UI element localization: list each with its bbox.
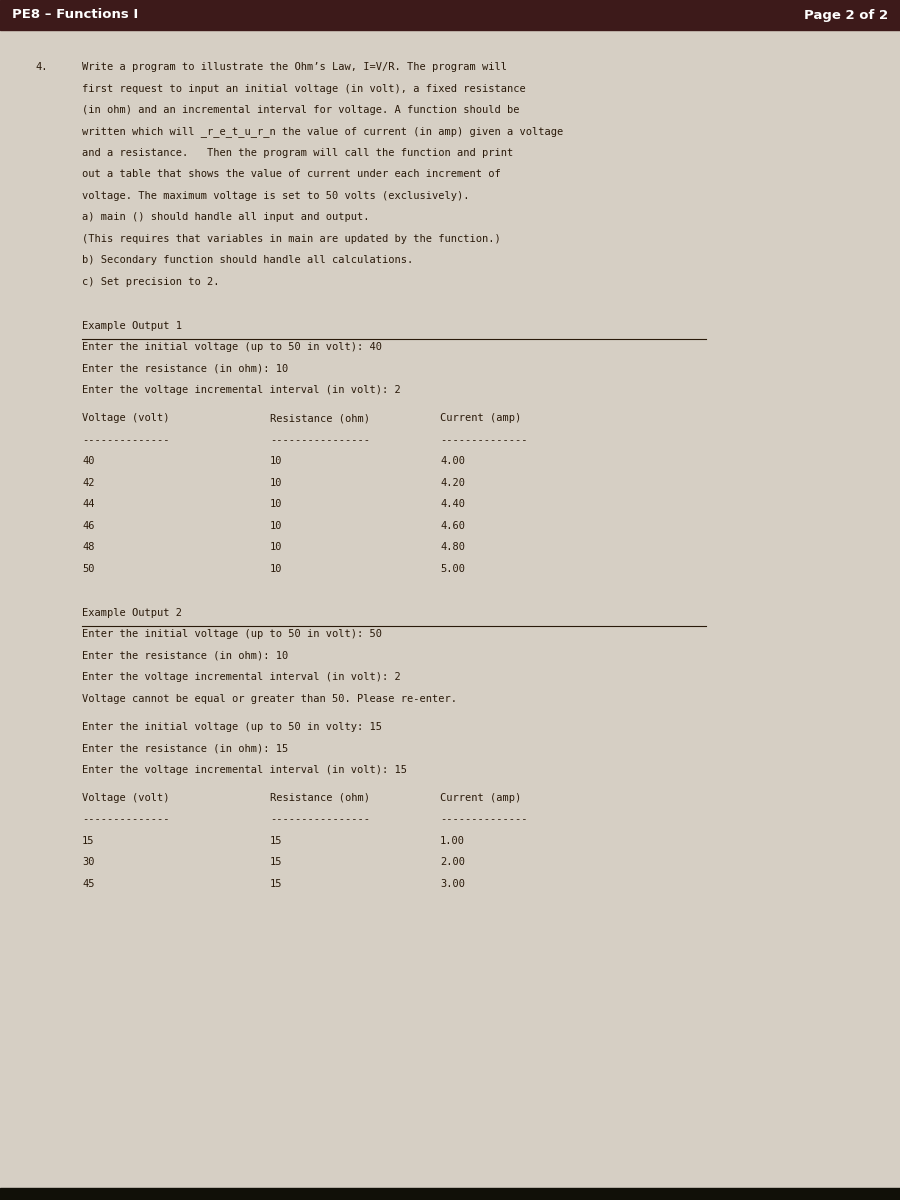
Text: 4.00: 4.00 bbox=[440, 456, 465, 467]
Text: 15: 15 bbox=[270, 878, 283, 889]
Text: --------------: -------------- bbox=[82, 434, 169, 445]
Text: 2.00: 2.00 bbox=[440, 858, 465, 868]
Text: 10: 10 bbox=[270, 478, 283, 488]
Text: Current (amp): Current (amp) bbox=[440, 414, 521, 424]
Text: ----------------: ---------------- bbox=[270, 815, 370, 824]
Text: Enter the initial voltage (up to 50 in volt): 40: Enter the initial voltage (up to 50 in v… bbox=[82, 342, 382, 353]
Text: Voltage (volt): Voltage (volt) bbox=[82, 793, 169, 803]
Text: Enter the resistance (in ohm): 15: Enter the resistance (in ohm): 15 bbox=[82, 744, 288, 754]
Text: Enter the initial voltage (up to 50 in volt): 50: Enter the initial voltage (up to 50 in v… bbox=[82, 630, 382, 640]
Text: Example Output 2: Example Output 2 bbox=[82, 608, 182, 618]
Text: 48: 48 bbox=[82, 542, 94, 552]
Bar bbox=[0, 0, 900, 30]
Text: 10: 10 bbox=[270, 521, 283, 530]
Text: Enter the resistance (in ohm): 10: Enter the resistance (in ohm): 10 bbox=[82, 650, 288, 661]
Text: 40: 40 bbox=[82, 456, 94, 467]
Text: 3.00: 3.00 bbox=[440, 878, 465, 889]
Text: b) Secondary function should handle all calculations.: b) Secondary function should handle all … bbox=[82, 256, 413, 265]
Text: --------------: -------------- bbox=[440, 815, 527, 824]
Text: 4.20: 4.20 bbox=[440, 478, 465, 488]
Text: 15: 15 bbox=[270, 836, 283, 846]
Text: Enter the initial voltage (up to 50 in volty: 15: Enter the initial voltage (up to 50 in v… bbox=[82, 722, 382, 732]
Bar bbox=[0, 1188, 900, 1200]
Text: Resistance (ohm): Resistance (ohm) bbox=[270, 414, 370, 424]
Text: Enter the voltage incremental interval (in volt): 2: Enter the voltage incremental interval (… bbox=[82, 672, 400, 683]
Text: 4.80: 4.80 bbox=[440, 542, 465, 552]
Text: Enter the voltage incremental interval (in volt): 2: Enter the voltage incremental interval (… bbox=[82, 385, 400, 396]
Text: Example Output 1: Example Output 1 bbox=[82, 320, 182, 331]
Text: Voltage (volt): Voltage (volt) bbox=[82, 414, 169, 424]
Text: 45: 45 bbox=[82, 878, 94, 889]
Text: 4.60: 4.60 bbox=[440, 521, 465, 530]
Text: 15: 15 bbox=[270, 858, 283, 868]
Text: Enter the resistance (in ohm): 10: Enter the resistance (in ohm): 10 bbox=[82, 364, 288, 374]
Text: a) main () should handle all input and output.: a) main () should handle all input and o… bbox=[82, 212, 370, 222]
Text: 50: 50 bbox=[82, 564, 94, 574]
Text: 10: 10 bbox=[270, 456, 283, 467]
Text: 4.40: 4.40 bbox=[440, 499, 465, 510]
Text: 5.00: 5.00 bbox=[440, 564, 465, 574]
Text: 1.00: 1.00 bbox=[440, 836, 465, 846]
Text: 10: 10 bbox=[270, 499, 283, 510]
Text: Voltage cannot be equal or greater than 50. Please re-enter.: Voltage cannot be equal or greater than … bbox=[82, 694, 457, 704]
Text: Resistance (ohm): Resistance (ohm) bbox=[270, 793, 370, 803]
Text: Current (amp): Current (amp) bbox=[440, 793, 521, 803]
Text: 4.: 4. bbox=[35, 62, 48, 72]
Text: --------------: -------------- bbox=[82, 815, 169, 824]
Text: ----------------: ---------------- bbox=[270, 434, 370, 445]
Text: Page 2 of 2: Page 2 of 2 bbox=[804, 8, 888, 22]
Text: (in ohm) and an incremental interval for voltage. A function should be: (in ohm) and an incremental interval for… bbox=[82, 104, 519, 115]
Text: 42: 42 bbox=[82, 478, 94, 488]
Text: 44: 44 bbox=[82, 499, 94, 510]
Text: (This requires that variables in main are updated by the function.): (This requires that variables in main ar… bbox=[82, 234, 500, 244]
Text: 30: 30 bbox=[82, 858, 94, 868]
Text: out a table that shows the value of current under each increment of: out a table that shows the value of curr… bbox=[82, 169, 500, 180]
Text: 46: 46 bbox=[82, 521, 94, 530]
Text: and a resistance.   Then the program will call the function and print: and a resistance. Then the program will … bbox=[82, 148, 513, 158]
Text: written which will ̲r̲e̲t̲u̲r̲n the value of current (in amp) given a voltage: written which will ̲r̲e̲t̲u̲r̲n the valu… bbox=[82, 126, 563, 138]
Text: 10: 10 bbox=[270, 564, 283, 574]
Text: voltage. The maximum voltage is set to 50 volts (exclusively).: voltage. The maximum voltage is set to 5… bbox=[82, 191, 470, 200]
Text: c) Set precision to 2.: c) Set precision to 2. bbox=[82, 277, 220, 287]
Text: Enter the voltage incremental interval (in volt): 15: Enter the voltage incremental interval (… bbox=[82, 764, 407, 775]
Text: --------------: -------------- bbox=[440, 434, 527, 445]
Text: first request to input an initial voltage (in volt), a fixed resistance: first request to input an initial voltag… bbox=[82, 84, 526, 94]
Text: 10: 10 bbox=[270, 542, 283, 552]
Text: Write a program to illustrate the Ohm’s Law, I=V/R. The program will: Write a program to illustrate the Ohm’s … bbox=[82, 62, 507, 72]
Text: PE8 – Functions I: PE8 – Functions I bbox=[12, 8, 139, 22]
Text: 15: 15 bbox=[82, 836, 94, 846]
